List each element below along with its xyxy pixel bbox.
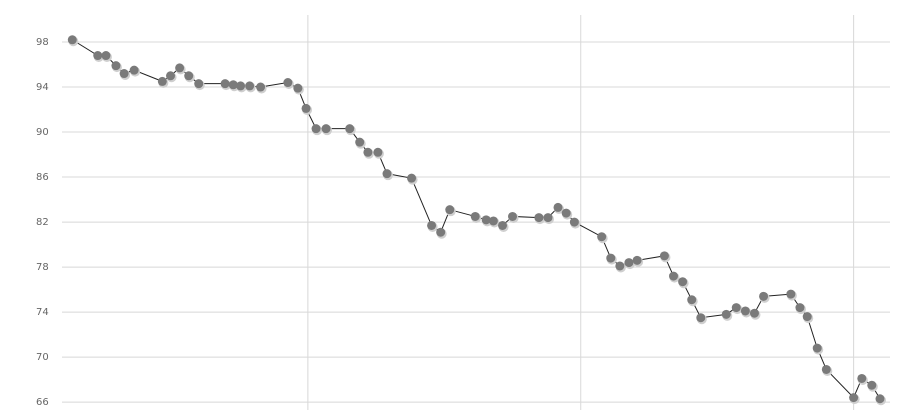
point xyxy=(632,255,642,265)
point xyxy=(659,251,669,261)
y-tick-label: 66 xyxy=(36,397,49,408)
point xyxy=(436,227,446,237)
y-tick-label: 98 xyxy=(36,37,49,48)
point xyxy=(236,81,246,91)
point xyxy=(597,232,607,242)
point xyxy=(543,213,553,223)
point xyxy=(194,79,204,89)
point xyxy=(157,76,167,86)
point xyxy=(569,217,579,227)
point xyxy=(481,215,491,225)
point xyxy=(427,220,437,230)
point xyxy=(740,306,750,316)
point xyxy=(321,124,331,134)
point xyxy=(373,147,383,157)
point xyxy=(220,79,230,89)
point xyxy=(498,220,508,230)
y-tick-label: 74 xyxy=(36,307,49,318)
point xyxy=(795,303,805,313)
point xyxy=(129,65,139,75)
point xyxy=(101,51,111,61)
point xyxy=(184,71,194,81)
point xyxy=(875,394,885,404)
point xyxy=(678,277,688,287)
point xyxy=(166,71,176,81)
point xyxy=(615,261,625,271)
y-tick-label: 82 xyxy=(36,217,49,228)
point xyxy=(721,309,731,319)
point xyxy=(812,343,822,353)
point xyxy=(696,313,706,323)
point xyxy=(355,137,365,147)
point xyxy=(283,78,293,88)
point xyxy=(407,173,417,183)
point xyxy=(553,202,563,212)
point xyxy=(345,124,355,134)
point xyxy=(301,103,311,113)
point xyxy=(687,295,697,305)
point xyxy=(175,63,185,73)
y-tick-label: 70 xyxy=(36,352,49,363)
y-tick-label: 78 xyxy=(36,262,49,273)
y-tick-label: 94 xyxy=(36,82,49,93)
point xyxy=(67,35,77,45)
point xyxy=(470,211,480,221)
point xyxy=(508,211,518,221)
point xyxy=(802,312,812,322)
point xyxy=(749,308,759,318)
point xyxy=(311,124,321,134)
point xyxy=(534,213,544,223)
point xyxy=(624,258,634,268)
point xyxy=(669,271,679,281)
y-tick-label: 86 xyxy=(36,172,49,183)
point xyxy=(93,51,103,61)
point xyxy=(445,205,455,215)
point xyxy=(488,216,498,226)
point xyxy=(293,83,303,93)
y-tick-label: 90 xyxy=(36,127,49,138)
point xyxy=(245,81,255,91)
point xyxy=(119,69,129,79)
point xyxy=(606,253,616,263)
point xyxy=(759,291,769,301)
point xyxy=(857,373,867,383)
point xyxy=(382,169,392,179)
point xyxy=(849,393,859,403)
point xyxy=(111,61,121,71)
point xyxy=(867,380,877,390)
point xyxy=(561,208,571,218)
point xyxy=(228,80,238,90)
point xyxy=(731,303,741,313)
point xyxy=(821,364,831,374)
point xyxy=(256,82,266,92)
point xyxy=(786,289,796,299)
point xyxy=(363,147,373,157)
